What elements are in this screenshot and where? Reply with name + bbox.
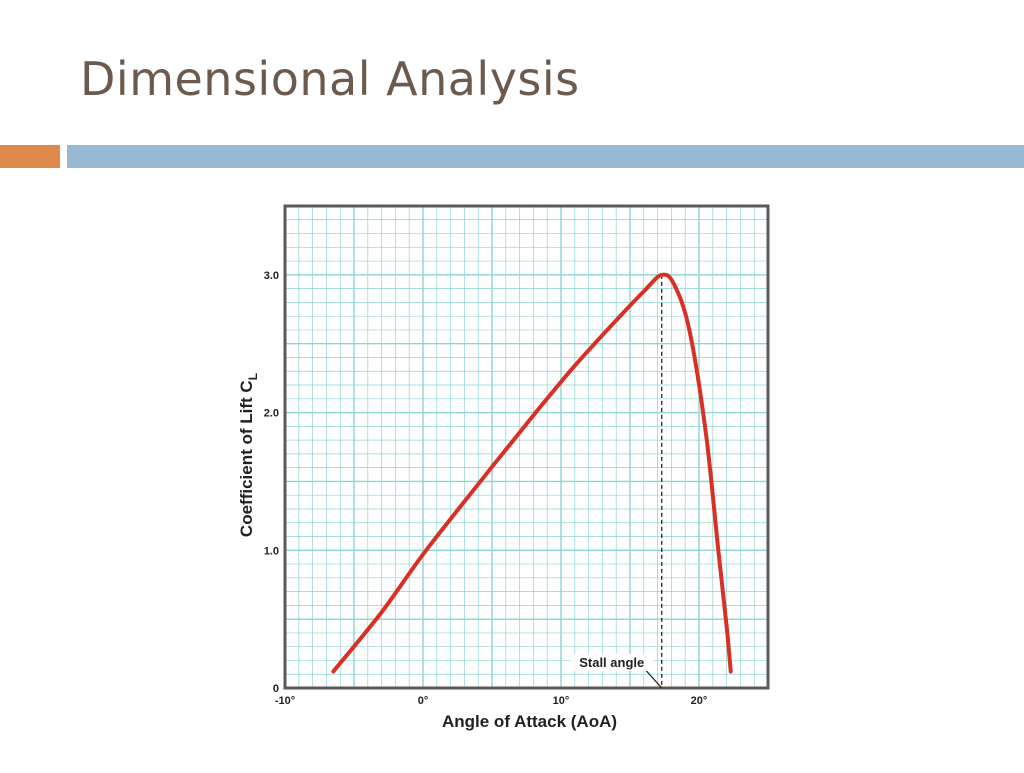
x-axis-label: Angle of Attack (AoA) [442, 712, 617, 731]
lift-curve-line [331, 272, 733, 674]
y-axis-label: Coefficient of Lift CL [237, 373, 260, 537]
x-tick-label: -10° [275, 695, 295, 707]
y-axis-label-subscript: L [246, 373, 260, 380]
stall-angle-label-bg [569, 654, 654, 671]
chart-grid [284, 205, 769, 689]
x-tick-label: 0° [418, 695, 429, 707]
stall-angle-label: Stall angle [579, 655, 644, 670]
y-tick-label: 3.0 [264, 270, 279, 282]
x-tick-label: 20° [691, 695, 708, 707]
y-tick-label: 0 [273, 683, 279, 695]
y-tick-label: 1.0 [264, 545, 279, 557]
axis-ticks: -10° 0° 10° 20° 0 1.0 2.0 3.0 [264, 270, 708, 707]
slide-title: Dimensional Analysis [80, 52, 580, 106]
y-tick-label: 2.0 [264, 408, 279, 420]
plot-frame [283, 204, 770, 690]
y-axis-label-main: Coefficient of Lift C [237, 380, 256, 537]
accent-bar-right [67, 145, 1024, 168]
x-tick-label: 10° [553, 695, 570, 707]
accent-bar-left [0, 145, 60, 168]
stall-angle-leader-line [643, 667, 663, 689]
